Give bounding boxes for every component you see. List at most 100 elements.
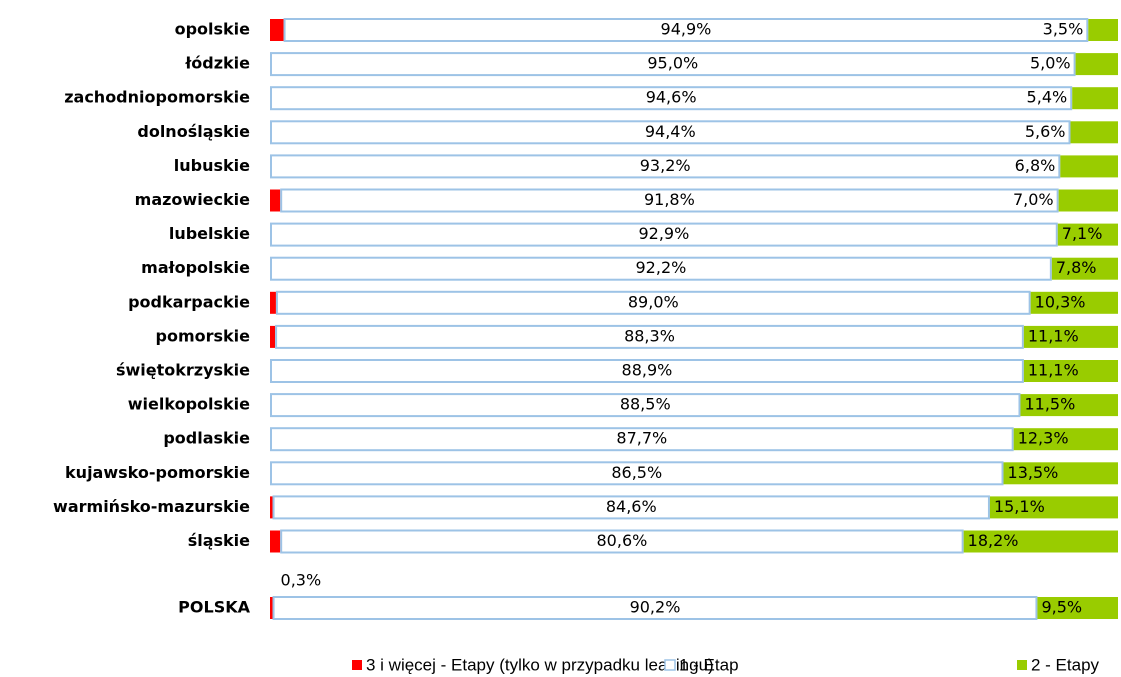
value-label: 10,3%: [1035, 292, 1086, 311]
legend-label: 3 i więcej - Etapy (tylko w przypadku le…: [366, 655, 714, 674]
value-label: 9,5%: [1041, 598, 1082, 617]
legend-label: 2 - Etapy: [1031, 655, 1100, 674]
category-label: łódzkie: [184, 54, 250, 73]
bar-segment: [275, 324, 1024, 349]
value-label: 92,2%: [636, 258, 687, 277]
category-label: świętokrzyskie: [116, 361, 250, 380]
value-label: 94,9%: [661, 20, 712, 39]
bar-segment: [1070, 121, 1118, 144]
bar-segment: [270, 325, 276, 348]
category-label: dolnośląskie: [137, 122, 250, 141]
value-label: 91,8%: [644, 190, 695, 209]
value-label: 0,3%: [281, 571, 322, 590]
category-label: podkarpackie: [128, 292, 250, 311]
value-label: 88,9%: [622, 361, 673, 380]
category-label: lubelskie: [169, 224, 250, 243]
category-label: mazowieckie: [135, 190, 251, 209]
category-label: opolskie: [175, 20, 251, 39]
bar-segment: [283, 18, 1089, 42]
category-label: pomorskie: [156, 326, 251, 345]
bar-segment: [1013, 428, 1118, 451]
bar-segment: [270, 120, 1071, 145]
category-label: śląskie: [188, 531, 250, 550]
bar-segment: [989, 496, 1118, 519]
bar-segment: [1003, 462, 1118, 485]
bar-segment: [272, 596, 1038, 620]
value-label: 7,1%: [1062, 224, 1103, 243]
legend-swatch: [664, 659, 676, 671]
category-label: kujawsko-pomorskie: [65, 463, 250, 482]
legend-swatch: [352, 660, 362, 670]
category-label: wielkopolskie: [128, 395, 250, 414]
category-label: podlaskie: [163, 429, 250, 448]
bar-segment: [270, 291, 276, 314]
bar-segment: [1058, 189, 1118, 212]
bar-segment: [1051, 257, 1118, 280]
bar-segment: [270, 393, 1021, 418]
value-label: 92,9%: [638, 224, 689, 243]
bar-segment: [270, 19, 284, 41]
bar-segment: [272, 495, 990, 520]
bar-segment: [270, 52, 1076, 77]
value-label: 6,8%: [1015, 156, 1056, 175]
bar-segment: [1023, 360, 1118, 382]
value-label: 89,0%: [628, 292, 679, 311]
value-label: 11,5%: [1024, 395, 1075, 414]
value-label: 11,1%: [1028, 361, 1079, 380]
value-label: 15,1%: [994, 497, 1045, 516]
bar-segment: [280, 188, 1059, 213]
bar-segment: [1030, 291, 1118, 314]
legend-swatch: [1017, 660, 1027, 670]
value-label: 5,6%: [1025, 122, 1066, 141]
value-label: 88,5%: [620, 395, 671, 414]
category-label: małopolskie: [141, 258, 250, 277]
bar-segment: [270, 256, 1052, 281]
bar-segment: [1020, 394, 1118, 417]
bar-segment: [1023, 325, 1118, 348]
category-label: zachodniopomorskie: [64, 88, 250, 107]
legend-label: 1 - Etap: [679, 655, 739, 674]
value-label: 5,4%: [1027, 88, 1068, 107]
category-label: POLSKA: [178, 598, 250, 617]
bar-segment: [270, 222, 1058, 247]
value-label: 94,6%: [646, 88, 697, 107]
value-label: 7,0%: [1013, 190, 1054, 209]
value-label: 3,5%: [1043, 20, 1084, 39]
value-label: 87,7%: [616, 429, 667, 448]
bar-segment: [270, 154, 1061, 179]
category-label: warmińsko-mazurskie: [53, 497, 250, 516]
bar-segment: [270, 530, 281, 553]
value-label: 94,4%: [645, 122, 696, 141]
bar-segment: [280, 529, 964, 554]
value-label: 11,1%: [1028, 326, 1079, 345]
value-label: 13,5%: [1008, 463, 1059, 482]
category-label: lubuskie: [174, 156, 250, 175]
bar-segment: [963, 530, 1118, 553]
value-label: 93,2%: [640, 156, 691, 175]
value-label: 7,8%: [1056, 258, 1097, 277]
bar-segment: [1075, 53, 1118, 76]
bar-segment: [270, 461, 1004, 486]
value-label: 86,5%: [611, 463, 662, 482]
bar-segment: [275, 290, 1031, 315]
value-label: 80,6%: [597, 531, 648, 550]
value-label: 95,0%: [647, 54, 698, 73]
bar-segment: [1088, 19, 1118, 41]
value-label: 88,3%: [624, 326, 675, 345]
bar-segment: [1037, 597, 1118, 619]
bar-segment: [270, 496, 273, 519]
bar-segment: [270, 427, 1014, 452]
value-label: 12,3%: [1018, 429, 1069, 448]
value-label: 84,6%: [606, 497, 657, 516]
bar-segment: [1072, 87, 1118, 110]
value-label: 18,2%: [968, 531, 1019, 550]
bar-segment: [270, 359, 1024, 383]
bar-segment: [270, 189, 281, 212]
bar-segment: [270, 86, 1073, 111]
value-label: 90,2%: [630, 598, 681, 617]
bar-segment: [1057, 223, 1118, 246]
bar-segment: [270, 597, 273, 619]
bar-segment: [1060, 155, 1118, 178]
value-label: 5,0%: [1030, 54, 1071, 73]
